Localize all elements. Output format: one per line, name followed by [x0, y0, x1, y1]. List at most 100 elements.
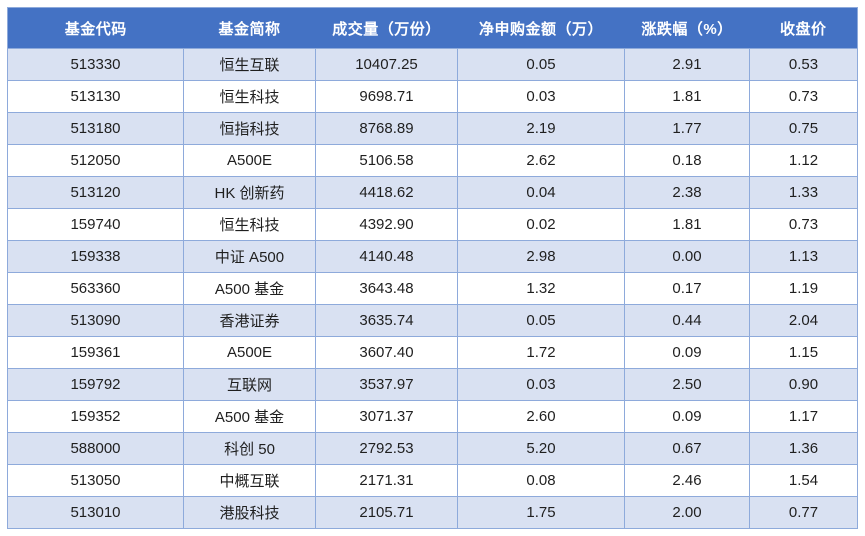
- cell-close-price: 1.12: [749, 144, 858, 177]
- fund-table-container: 基金代码 基金简称 成交量（万份） 净申购金额（万） 涨跌幅（%） 收盘价 51…: [7, 7, 858, 529]
- cell-fund-code: 159740: [7, 208, 184, 241]
- cell-volume: 3537.97: [315, 368, 458, 401]
- cell-net-subscription-amount: 2.60: [457, 400, 625, 433]
- cell-change-percent: 2.46: [624, 464, 750, 497]
- table-row: 513050 中概互联 2171.31 0.08 2.46 1.54: [7, 464, 858, 497]
- cell-close-price: 0.73: [749, 80, 858, 113]
- cell-change-percent: 2.91: [624, 48, 750, 81]
- cell-fund-code: 513130: [7, 80, 184, 113]
- cell-change-percent: 0.00: [624, 240, 750, 273]
- header-net-subscription-amount: 净申购金额（万）: [457, 7, 625, 49]
- cell-net-subscription-amount: 0.04: [457, 176, 625, 209]
- cell-volume: 5106.58: [315, 144, 458, 177]
- cell-fund-code: 563360: [7, 272, 184, 305]
- cell-volume: 3643.48: [315, 272, 458, 305]
- cell-volume: 4392.90: [315, 208, 458, 241]
- cell-change-percent: 2.38: [624, 176, 750, 209]
- cell-fund-name: A500E: [183, 336, 316, 369]
- cell-net-subscription-amount: 1.75: [457, 496, 625, 529]
- cell-fund-code: 513010: [7, 496, 184, 529]
- cell-volume: 9698.71: [315, 80, 458, 113]
- table-row: 159792 互联网 3537.97 0.03 2.50 0.90: [7, 368, 858, 401]
- cell-volume: 3071.37: [315, 400, 458, 433]
- cell-close-price: 1.19: [749, 272, 858, 305]
- cell-close-price: 0.75: [749, 112, 858, 145]
- cell-fund-name: A500 基金: [183, 272, 316, 305]
- fund-table: 基金代码 基金简称 成交量（万份） 净申购金额（万） 涨跌幅（%） 收盘价 51…: [7, 7, 858, 529]
- cell-net-subscription-amount: 1.32: [457, 272, 625, 305]
- cell-net-subscription-amount: 0.05: [457, 48, 625, 81]
- cell-net-subscription-amount: 5.20: [457, 432, 625, 465]
- cell-fund-code: 159792: [7, 368, 184, 401]
- cell-fund-name: 中概互联: [183, 464, 316, 497]
- cell-fund-name: A500 基金: [183, 400, 316, 433]
- cell-change-percent: 2.50: [624, 368, 750, 401]
- cell-close-price: 2.04: [749, 304, 858, 337]
- cell-change-percent: 0.09: [624, 336, 750, 369]
- cell-close-price: 1.36: [749, 432, 858, 465]
- cell-change-percent: 0.67: [624, 432, 750, 465]
- cell-change-percent: 0.44: [624, 304, 750, 337]
- cell-net-subscription-amount: 0.03: [457, 368, 625, 401]
- cell-volume: 4140.48: [315, 240, 458, 273]
- cell-volume: 2105.71: [315, 496, 458, 529]
- header-volume: 成交量（万份）: [315, 7, 458, 49]
- cell-fund-name: HK 创新药: [183, 176, 316, 209]
- cell-close-price: 0.77: [749, 496, 858, 529]
- header-row: 基金代码 基金简称 成交量（万份） 净申购金额（万） 涨跌幅（%） 收盘价: [7, 7, 858, 49]
- cell-net-subscription-amount: 0.02: [457, 208, 625, 241]
- cell-net-subscription-amount: 2.98: [457, 240, 625, 273]
- cell-volume: 2171.31: [315, 464, 458, 497]
- cell-fund-code: 513050: [7, 464, 184, 497]
- cell-volume: 8768.89: [315, 112, 458, 145]
- table-row: 159338 中证 A500 4140.48 2.98 0.00 1.13: [7, 240, 858, 273]
- table-row: 159361 A500E 3607.40 1.72 0.09 1.15: [7, 336, 858, 369]
- cell-close-price: 1.13: [749, 240, 858, 273]
- header-change-percent: 涨跌幅（%）: [624, 7, 750, 49]
- cell-close-price: 0.73: [749, 208, 858, 241]
- table-row: 513130 恒生科技 9698.71 0.03 1.81 0.73: [7, 80, 858, 113]
- cell-net-subscription-amount: 2.62: [457, 144, 625, 177]
- cell-volume: 10407.25: [315, 48, 458, 81]
- cell-change-percent: 1.77: [624, 112, 750, 145]
- cell-fund-name: 互联网: [183, 368, 316, 401]
- cell-change-percent: 1.81: [624, 80, 750, 113]
- cell-fund-name: A500E: [183, 144, 316, 177]
- cell-fund-name: 恒生科技: [183, 80, 316, 113]
- cell-fund-name: 港股科技: [183, 496, 316, 529]
- table-row: 513120 HK 创新药 4418.62 0.04 2.38 1.33: [7, 176, 858, 209]
- cell-net-subscription-amount: 1.72: [457, 336, 625, 369]
- cell-volume: 3607.40: [315, 336, 458, 369]
- cell-close-price: 1.33: [749, 176, 858, 209]
- cell-net-subscription-amount: 0.08: [457, 464, 625, 497]
- cell-fund-code: 512050: [7, 144, 184, 177]
- cell-net-subscription-amount: 0.05: [457, 304, 625, 337]
- cell-fund-name: 中证 A500: [183, 240, 316, 273]
- table-header: 基金代码 基金简称 成交量（万份） 净申购金额（万） 涨跌幅（%） 收盘价: [7, 7, 858, 49]
- header-fund-code: 基金代码: [7, 7, 184, 49]
- cell-volume: 2792.53: [315, 432, 458, 465]
- cell-net-subscription-amount: 2.19: [457, 112, 625, 145]
- cell-fund-code: 588000: [7, 432, 184, 465]
- cell-fund-name: 科创 50: [183, 432, 316, 465]
- cell-close-price: 0.53: [749, 48, 858, 81]
- table-row: 513180 恒指科技 8768.89 2.19 1.77 0.75: [7, 112, 858, 145]
- cell-fund-code: 159338: [7, 240, 184, 273]
- cell-fund-code: 159361: [7, 336, 184, 369]
- cell-fund-code: 513090: [7, 304, 184, 337]
- table-row: 159352 A500 基金 3071.37 2.60 0.09 1.17: [7, 400, 858, 433]
- cell-change-percent: 0.09: [624, 400, 750, 433]
- cell-change-percent: 0.18: [624, 144, 750, 177]
- cell-volume: 3635.74: [315, 304, 458, 337]
- cell-fund-code: 513330: [7, 48, 184, 81]
- cell-change-percent: 1.81: [624, 208, 750, 241]
- table-body: 513330 恒生互联 10407.25 0.05 2.91 0.53 513130 恒生科技…: [7, 48, 858, 529]
- cell-close-price: 1.54: [749, 464, 858, 497]
- cell-close-price: 1.15: [749, 336, 858, 369]
- cell-close-price: 0.90: [749, 368, 858, 401]
- cell-volume: 4418.62: [315, 176, 458, 209]
- cell-change-percent: 0.17: [624, 272, 750, 305]
- table-row: 563360 A500 基金 3643.48 1.32 0.17 1.19: [7, 272, 858, 305]
- cell-fund-name: 恒指科技: [183, 112, 316, 145]
- cell-fund-code: 159352: [7, 400, 184, 433]
